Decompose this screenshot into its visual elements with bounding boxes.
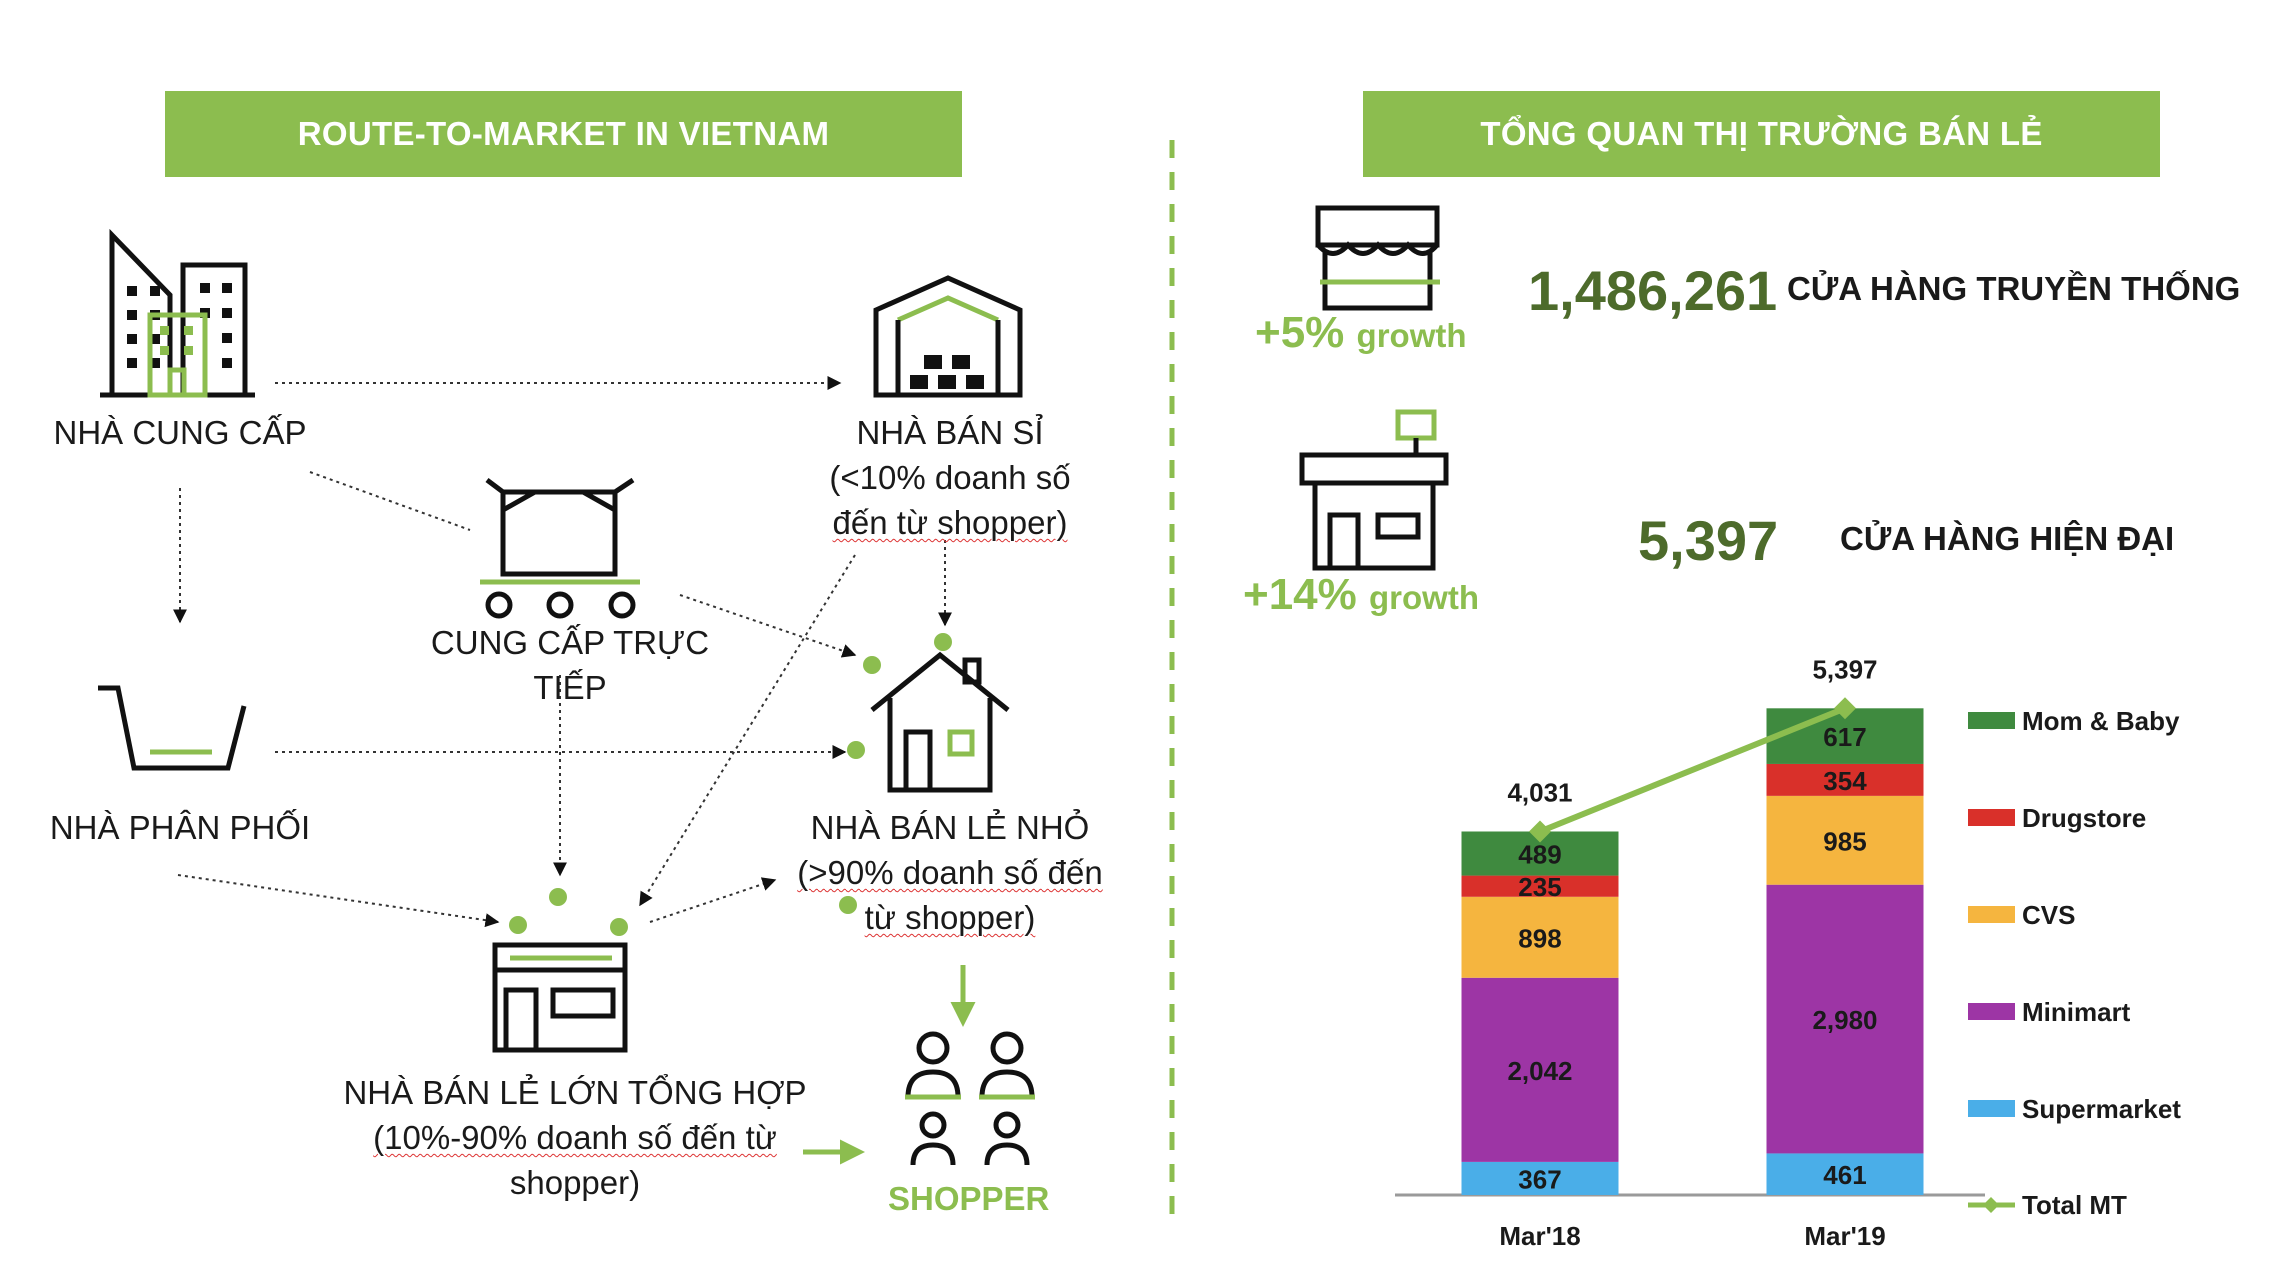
large-store-icon <box>492 942 628 1053</box>
legend-label-total-mt: Total MT <box>2022 1190 2127 1220</box>
bar-minimart-2 <box>1766 884 1924 1154</box>
shopper-label: SHOPPER <box>888 1180 1050 1217</box>
bar-minimart-1 <box>1461 977 1619 1162</box>
value-label-drugstore-1: 235 <box>1518 872 1561 902</box>
value-label-supermarket-1: 367 <box>1518 1164 1561 1194</box>
legend-swatch-mom-baby <box>1968 712 2015 729</box>
stall-icon <box>1315 205 1440 311</box>
bar-cvs-1 <box>1461 896 1619 978</box>
total-mt-label-2: 5,397 <box>1812 654 1877 684</box>
value-label-drugstore-2: 354 <box>1823 766 1867 796</box>
modern-shop-icon <box>1299 409 1449 571</box>
modern-count: 5,397 <box>1638 509 1779 572</box>
value-label-mom-baby-2: 617 <box>1823 722 1866 752</box>
total-mt-point-1 <box>1529 820 1551 843</box>
legend-label-supermarket: Supermarket <box>2022 1094 2181 1124</box>
legend-marker-total-mt <box>1983 1197 1999 1213</box>
x-tick-label-2: Mar'19 <box>1804 1221 1885 1251</box>
legend-label-drugstore: Drugstore <box>2022 803 2146 833</box>
large-retailer-label: NHÀ BÁN LẺ LỚN TỔNG HỢP (10%-90% doanh s… <box>343 1074 807 1201</box>
total-mt-line <box>1538 705 1847 835</box>
traditional-count: 1,486,261 <box>1528 259 1778 322</box>
box-cart-icon <box>480 477 640 619</box>
shopper-icon <box>905 1031 1035 1166</box>
distributor-label: NHÀ PHÂN PHỐI <box>49 809 311 846</box>
route-to-market-banner: ROUTE-TO-MARKET IN VIETNAM <box>165 91 962 177</box>
supplier-label: NHÀ CUNG CẤP <box>53 414 307 451</box>
small-retailer-label: NHÀ BÁN LẺ NHỎ (>90% doanh số đến từ sho… <box>797 809 1103 936</box>
bar-drugstore-1 <box>1461 875 1619 897</box>
modern-growth: +14% growth <box>1243 570 1479 620</box>
retail-overview-banner: TỔNG QUAN THỊ TRƯỜNG BÁN LẺ <box>1363 91 2160 177</box>
modern-growth-value: +14% <box>1243 570 1357 619</box>
legend-swatch-cvs <box>1968 906 2015 923</box>
value-label-mom-baby-1: 489 <box>1518 840 1561 870</box>
traditional-growth-word: growth <box>1356 317 1467 354</box>
direct-supply-label: CUNG CẤP TRỰC TIẾP <box>430 624 710 706</box>
legend-label-cvs: CVS <box>2022 900 2075 930</box>
value-label-supermarket-2: 461 <box>1823 1160 1866 1190</box>
value-label-minimart-2: 2,980 <box>1812 1005 1877 1035</box>
modern-growth-word: growth <box>1369 579 1479 616</box>
building-icon <box>100 228 255 398</box>
legend-label-minimart: Minimart <box>2022 997 2131 1027</box>
total-mt-point-2 <box>1834 697 1856 720</box>
bar-supermarket-2 <box>1766 1153 1924 1195</box>
green-dots <box>509 633 952 936</box>
flow-connectors <box>173 376 952 928</box>
legend-swatch-minimart <box>1968 1003 2015 1020</box>
traditional-growth: +5% growth <box>1255 308 1467 358</box>
bar-supermarket-1 <box>1461 1161 1619 1195</box>
value-label-minimart-1: 2,042 <box>1507 1056 1572 1086</box>
bar-drugstore-2 <box>1766 763 1924 796</box>
total-mt-label-1: 4,031 <box>1507 777 1572 807</box>
house-icon <box>870 651 1010 793</box>
shopping-cart-icon <box>98 685 247 771</box>
traditional-growth-value: +5% <box>1255 308 1345 357</box>
wholesaler-label: NHÀ BÁN SỈ (<10% doanh số đến từ shopper… <box>829 414 1071 541</box>
warehouse-icon <box>873 275 1023 398</box>
modern-store-label: CỬA HÀNG HIỆN ĐẠI <box>1840 520 2175 557</box>
value-label-cvs-2: 985 <box>1823 826 1866 856</box>
legend-swatch-drugstore <box>1968 809 2015 826</box>
x-tick-label-1: Mar'18 <box>1499 1221 1580 1251</box>
bar-cvs-2 <box>1766 795 1924 885</box>
traditional-store-label: CỬA HÀNG TRUYỀN THỐNG <box>1787 270 2241 307</box>
legend-label-mom-baby: Mom & Baby <box>2022 706 2180 736</box>
value-label-cvs-1: 898 <box>1518 923 1561 953</box>
legend-swatch-supermarket <box>1968 1100 2015 1117</box>
